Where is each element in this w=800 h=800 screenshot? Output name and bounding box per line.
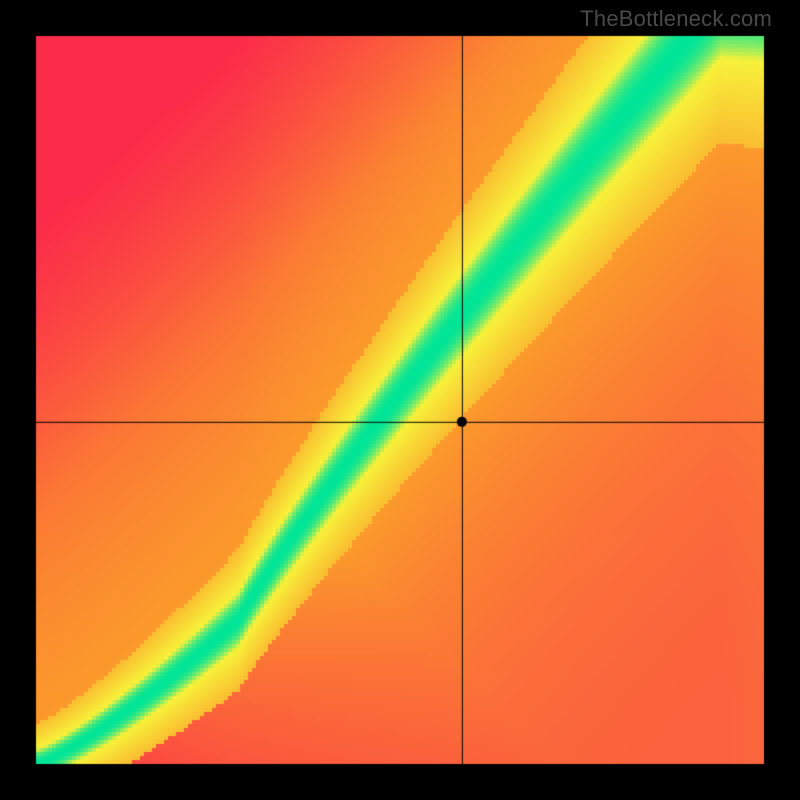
bottleneck-heatmap <box>0 0 800 800</box>
watermark-text: TheBottleneck.com <box>580 6 772 32</box>
